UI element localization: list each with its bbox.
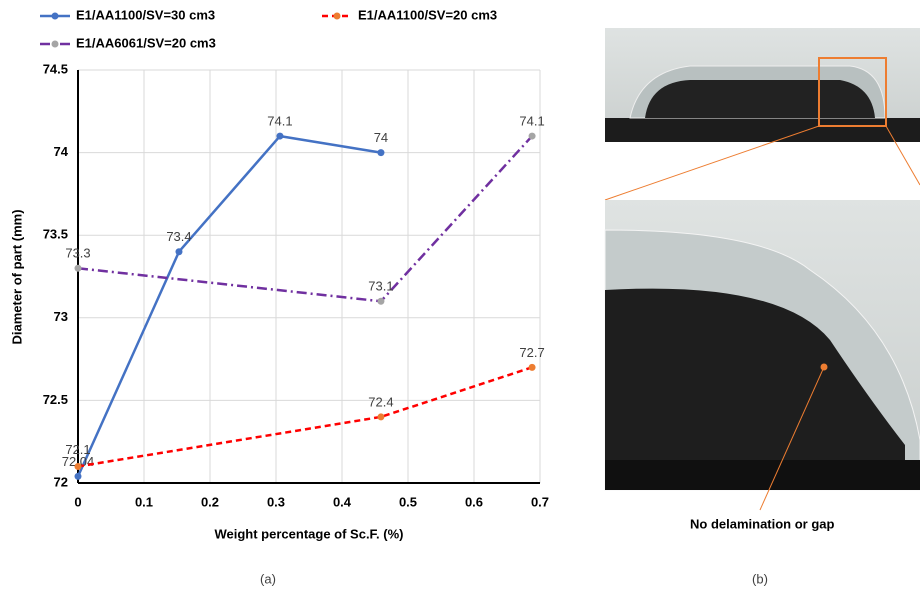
legend-label: E1/AA6061/SV=20 cm3: [76, 35, 216, 50]
legend-marker: [333, 12, 341, 20]
x-tick-label: 0.5: [399, 494, 417, 509]
data-label: 74.1: [519, 114, 544, 129]
data-label: 73.4: [166, 229, 191, 244]
legend-marker: [51, 40, 59, 48]
annotation-line: [759, 366, 825, 511]
point: [377, 297, 385, 305]
y-tick-label: 74.5: [43, 61, 68, 76]
series-line: [76, 134, 382, 477]
x-axis-title: Weight percentage of Sc.F. (%): [214, 526, 403, 541]
x-tick-label: 0.1: [135, 494, 153, 509]
series-line: [77, 135, 534, 303]
point: [74, 264, 82, 272]
data-label: 72.7: [519, 345, 544, 360]
point: [528, 132, 536, 140]
point: [528, 363, 536, 371]
y-tick-label: 72.5: [43, 392, 68, 407]
series-line: [77, 366, 533, 468]
point: [377, 413, 385, 421]
annotation: No delamination or gap: [690, 516, 835, 531]
data-label: 72.04: [62, 454, 95, 469]
x-tick-label: 0.3: [267, 494, 285, 509]
point: [175, 248, 183, 256]
point: [377, 149, 385, 157]
point: [74, 472, 82, 480]
zoom-line: [604, 125, 820, 201]
photo-bottom-base: [605, 460, 920, 490]
x-tick-label: 0.4: [333, 494, 352, 509]
data-label: 74: [374, 130, 388, 145]
photo-top-base: [605, 118, 920, 142]
x-tick-label: 0: [74, 494, 81, 509]
caption: (a): [260, 571, 276, 586]
zoom-box: [818, 57, 887, 127]
x-tick-label: 0.2: [201, 494, 219, 509]
data-label: 74.1: [267, 114, 292, 129]
legend-label: E1/AA1100/SV=20 cm3: [358, 7, 497, 22]
data-label: 73.3: [65, 246, 90, 261]
legend-marker: [51, 12, 59, 20]
legend-label: E1/AA1100/SV=30 cm3: [76, 7, 215, 22]
y-axis-title: Diameter of part (mm): [9, 209, 24, 344]
caption: (b): [752, 571, 768, 586]
x-tick-label: 0.6: [465, 494, 483, 509]
point: [276, 132, 284, 140]
point: [74, 462, 82, 470]
zoom-line: [885, 125, 920, 186]
data-label: 73.1: [368, 279, 393, 294]
data-label: 72.1: [65, 442, 90, 457]
photo-bottom-core: [605, 288, 905, 470]
photo-panel: No delamination or gap: [604, 28, 920, 531]
y-tick-label: 72: [54, 474, 68, 489]
data-label: 72.4: [368, 394, 393, 409]
y-tick-label: 73.5: [43, 227, 68, 242]
y-tick-label: 74: [54, 144, 69, 159]
photo-top-core: [645, 80, 875, 118]
plot: 72 72.5 73 73.5 74 74.5 0 0.1 0.2 0.3 0.4 0.5 0.6 0.7…: [40, 7, 549, 509]
y-tick-label: 73: [54, 309, 68, 324]
x-tick-label: 0.7: [531, 494, 549, 509]
